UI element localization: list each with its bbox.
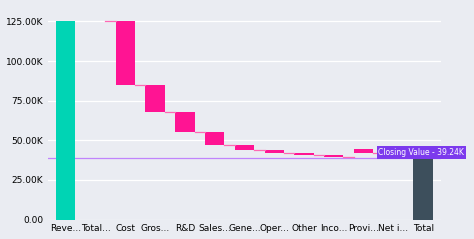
Bar <box>324 155 344 157</box>
Bar <box>116 22 135 85</box>
Bar <box>264 150 284 153</box>
Bar <box>354 149 373 153</box>
Bar <box>235 145 254 150</box>
Bar <box>146 85 165 112</box>
Bar <box>294 153 314 155</box>
Bar <box>175 112 195 132</box>
Text: Closing Value - 39.24K: Closing Value - 39.24K <box>378 148 465 157</box>
Bar <box>413 157 433 220</box>
Bar <box>205 132 224 145</box>
Bar <box>56 22 75 220</box>
Bar <box>383 153 403 157</box>
